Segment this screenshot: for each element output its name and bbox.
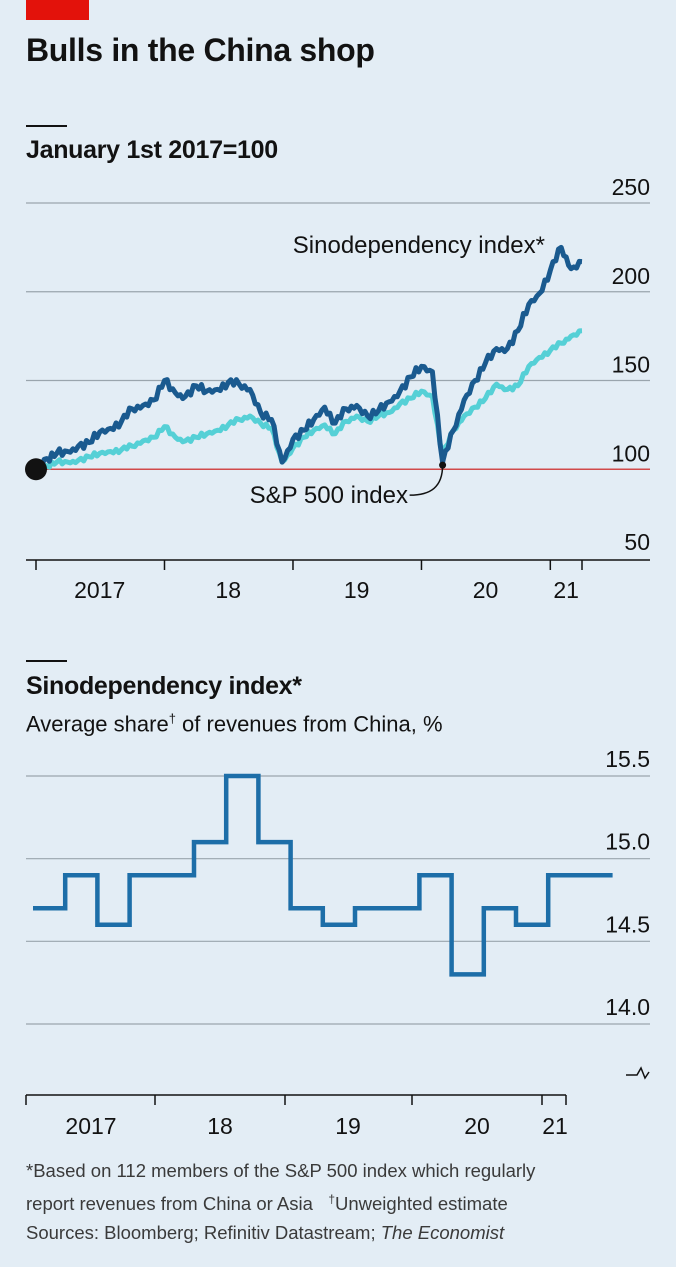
y-tick-label-250: 250 xyxy=(612,174,650,200)
y-tick-label-15.0: 15.0 xyxy=(605,829,650,855)
y-tick-label-150: 150 xyxy=(612,352,650,378)
series-sinodependency-line xyxy=(34,244,583,472)
x-tick-label-20: 20 xyxy=(464,1113,490,1139)
chart1-rule xyxy=(26,125,67,127)
chart2-subtitle: Average share† of revenues from China, % xyxy=(26,711,443,737)
chart-2-step: 15.5 15.0 14.5 14.0 2017 18 19 20 21 xyxy=(25,746,650,1139)
x-tick-label-21: 21 xyxy=(553,577,579,603)
x-tick-label-20: 20 xyxy=(473,577,499,603)
footnote: *Based on 112 members of the S&P 500 ind… xyxy=(26,1156,535,1247)
y-tick-label-14.0: 14.0 xyxy=(605,994,650,1020)
dagger-mark: † xyxy=(168,711,176,726)
x-tick-label-18: 18 xyxy=(215,577,241,603)
series-start-dot xyxy=(25,458,47,481)
annotation-sp500-leader xyxy=(409,465,444,496)
y-tick-label-15.5: 15.5 xyxy=(605,746,650,772)
x-tick-label-19: 19 xyxy=(335,1113,361,1139)
annotation-sinodependency: Sinodependency index* xyxy=(293,232,545,259)
series-share-step-line xyxy=(33,773,613,977)
chart2-subtitle-rest: of revenues from China, % xyxy=(175,711,443,737)
y-tick-label-50: 50 xyxy=(624,529,650,555)
series-sp500-line xyxy=(35,328,583,472)
y-tick-label-100: 100 xyxy=(612,440,650,466)
page-title: Bulls in the China shop xyxy=(26,32,375,68)
footnote-line1: *Based on 112 members of the S&P 500 ind… xyxy=(26,1160,536,1181)
footnote-line2: report revenues from China or Asia †Unwe… xyxy=(26,1185,535,1218)
footnote-sources: Sources: Bloomberg; Refinitiv Datastream… xyxy=(26,1218,535,1247)
chart1-title: January 1st 2017=100 xyxy=(26,136,278,164)
y-tick-label-14.5: 14.5 xyxy=(605,911,650,937)
chart2-subtitle-main: Average share xyxy=(26,711,169,737)
chart2-title: Sinodependency index* xyxy=(26,672,302,700)
x-tick-label-18: 18 xyxy=(207,1113,233,1139)
chart2-rule xyxy=(26,660,67,662)
footnote-dagger: † xyxy=(328,1192,335,1206)
sources-italic: The Economist xyxy=(380,1222,505,1244)
x-tick-label-19: 19 xyxy=(344,577,370,603)
x-tick-label-2017: 2017 xyxy=(65,1113,116,1139)
footnote-line2-text: report revenues from China or Asia xyxy=(26,1193,313,1215)
axis-break-icon xyxy=(626,1066,650,1080)
chart-1-line: 250 200 150 100 50 2017 18 19 20 21 Sinodependency… xyxy=(25,174,650,603)
y-tick-label-200: 200 xyxy=(612,263,650,289)
annotation-sp500: S&P 500 index xyxy=(250,482,408,509)
footnote-line2b-text: Unweighted estimate xyxy=(335,1193,508,1215)
x-tick-label-2017: 2017 xyxy=(74,577,125,603)
x-tick-label-21: 21 xyxy=(542,1113,568,1139)
sources-text: Sources: Bloomberg; Refinitiv Datastream… xyxy=(26,1222,381,1244)
brand-red-tab xyxy=(26,0,89,20)
